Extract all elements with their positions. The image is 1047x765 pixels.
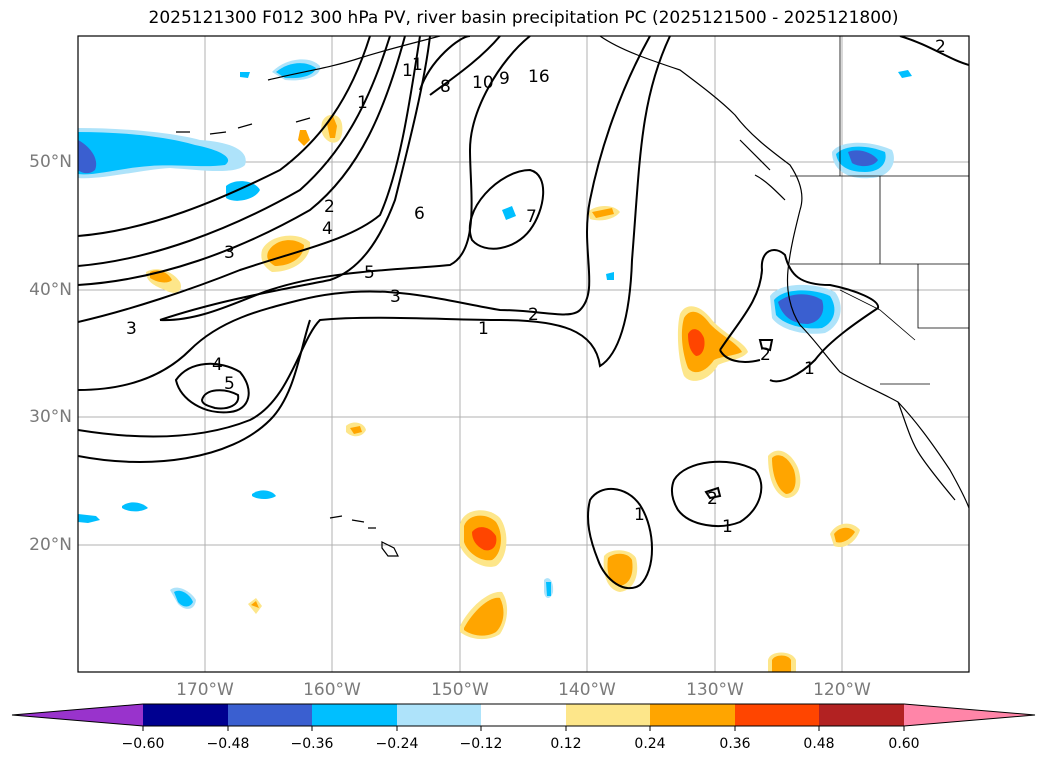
colorbar-tick-label: 0.12 <box>550 736 582 752</box>
contour-label: 3 <box>390 287 401 307</box>
lon-label-160w: 160°W <box>303 680 361 700</box>
contour-label: 5 <box>224 374 235 394</box>
colorbar-tick-label: 0.36 <box>719 736 751 752</box>
colorbar-bin <box>143 704 228 726</box>
colorbar-tick-label: −0.12 <box>459 736 503 752</box>
contour-label: 7 <box>526 207 537 227</box>
contour-label: 3 <box>224 243 235 263</box>
contour-label: 16 <box>528 67 550 87</box>
colorbar-bin <box>650 704 735 726</box>
colorbar-tick-label: 0.48 <box>803 736 835 752</box>
contour-label: 1 <box>722 517 733 537</box>
contour-label: 2 <box>528 305 539 325</box>
lon-label-150w: 150°W <box>431 680 489 700</box>
lon-label-120w: 120°W <box>813 680 871 700</box>
map-area <box>78 36 969 672</box>
lat-label-50n: 50°N <box>29 152 72 172</box>
colorbar-tick-label: −0.60 <box>121 736 165 752</box>
map-border <box>77 35 970 673</box>
contour-label: 2 <box>935 37 946 57</box>
colorbar <box>11 703 1036 731</box>
pv-contours <box>78 36 969 590</box>
colorbar-extend-low <box>12 704 143 726</box>
colorbar-bin <box>566 704 650 726</box>
contour-label: 1 <box>804 359 815 379</box>
contour-label: 1 <box>478 319 489 339</box>
contour-labels: 1 2 3 4 5 6 7 8 10 9 16 1 3 2 4 5 1 2 3 … <box>126 37 946 537</box>
lon-label-130w: 130°W <box>686 680 744 700</box>
coastlines <box>176 36 969 557</box>
contour-label: 10 <box>472 73 494 93</box>
colorbar-tick-label: −0.24 <box>375 736 419 752</box>
colorbar-bin <box>397 704 481 726</box>
lat-label-20n: 20°N <box>29 535 72 555</box>
colorbar-tick-label: −0.48 <box>206 736 250 752</box>
colorbar-extend-high <box>904 704 1035 726</box>
contour-label: 1 <box>357 93 368 113</box>
lat-label-40n: 40°N <box>29 280 72 300</box>
colorbar-bin <box>312 704 397 726</box>
contour-label: 1 <box>412 55 423 75</box>
contour-label: 1 <box>402 61 413 81</box>
lon-label-170w: 170°W <box>176 680 234 700</box>
contour-label: 9 <box>499 69 510 89</box>
colorbar-bin <box>228 704 312 726</box>
colorbar-bin <box>735 704 819 726</box>
colorbar-tick-label: 0.24 <box>634 736 666 752</box>
contour-label: 8 <box>440 77 451 97</box>
colorbar-bin <box>481 704 566 726</box>
contour-label: 4 <box>212 355 223 375</box>
map-title: 2025121300 F012 300 hPa PV, river basin … <box>148 8 899 28</box>
contour-label: 6 <box>414 204 425 224</box>
contour-label: 2 <box>324 197 335 217</box>
contour-label: 2 <box>760 345 771 365</box>
contour-label: 1 <box>634 505 645 525</box>
contour-label: 2 <box>707 489 718 509</box>
contour-label: 4 <box>322 219 333 239</box>
borders <box>790 36 969 385</box>
contour-label: 3 <box>126 319 137 339</box>
contour-label: 5 <box>364 263 375 283</box>
colorbar-tick-label: 0.60 <box>888 736 920 752</box>
lon-label-140w: 140°W <box>558 680 616 700</box>
colorbar-bin <box>819 704 904 726</box>
lat-label-30n: 30°N <box>29 407 72 427</box>
colorbar-tick-label: −0.36 <box>290 736 334 752</box>
